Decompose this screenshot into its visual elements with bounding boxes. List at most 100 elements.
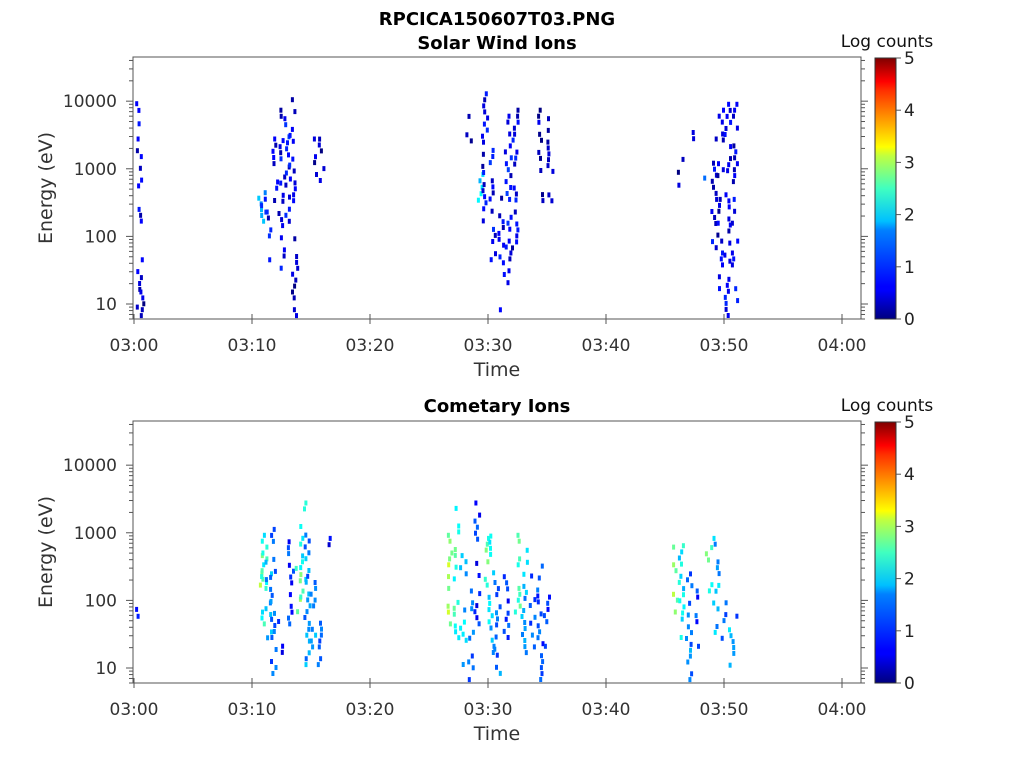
heatmap-cell [309,638,313,644]
heatmap-cell [498,307,502,313]
heatmap-cells [135,500,739,683]
heatmap-cell [522,583,526,589]
heatmap-cell [471,665,475,671]
heatmap-cell [459,565,463,571]
heatmap-cell [305,609,309,615]
heatmap-cell [732,143,736,149]
colorbar-tick-label: 1 [904,258,915,278]
figure-title: RPCICA150607T03.PNG [379,9,615,30]
heatmap-cell [507,113,511,119]
heatmap-cell [511,245,514,251]
heatmap-cell [497,236,501,242]
heatmap-cell [512,185,516,191]
heatmap-cell [486,115,490,121]
heatmap-cell [677,182,681,188]
heatmap-cell [546,600,550,606]
heatmap-cell [464,637,468,643]
heatmap-cell [270,635,274,640]
heatmap-cell [515,221,519,227]
heatmap-cell [728,662,732,668]
colorbar-tick-label: 2 [904,570,915,590]
heatmap-cell [547,151,551,157]
heatmap-cell [287,615,290,621]
heatmap-cell [727,162,731,168]
heatmap-cell [710,178,714,184]
heatmap-cell [475,524,479,530]
heatmap-cell [265,556,269,562]
heatmap-cell [474,530,477,536]
heatmap-cell [278,144,282,150]
heatmap-cell [724,192,728,198]
heatmap-cell [294,277,298,283]
heatmap-cell [284,212,288,218]
heatmap-cell [314,632,318,638]
heatmap-cell [447,574,450,580]
heatmap-cell [713,541,717,547]
heatmap-cell [679,635,683,640]
heatmap-cell [478,178,482,184]
heatmap-cell [492,226,495,232]
heatmap-cell [516,532,520,538]
heatmap-cell [138,281,142,286]
heatmap-cell [457,523,461,529]
heatmap-cell [686,659,690,665]
heatmap-cell [265,580,269,585]
heatmap-cell [495,664,498,670]
heatmap-cell [506,610,510,616]
heatmap-cell [717,113,721,119]
heatmap-cell [277,211,281,216]
colorbar-gradient [874,421,897,684]
heatmap-cell [271,538,275,544]
heatmap-cell [475,560,479,566]
heatmap-cell [266,215,270,221]
heatmap-cell [261,550,265,556]
heatmap-cell [282,253,286,259]
heatmap-cell [311,644,315,650]
heatmap-cell [327,542,331,548]
heatmap-cell [680,549,684,555]
heatmap-cell [481,188,485,194]
heatmap-cell [716,559,720,565]
heatmap-cell [503,149,507,155]
heatmap-cell [299,541,303,547]
heatmap-cell [448,556,452,562]
heatmap-cell [491,650,495,655]
heatmap-cell [504,161,508,167]
heatmap-cell [299,594,303,600]
heatmap-cell [470,606,474,612]
heatmap-cell [732,113,735,119]
heatmap-cell [725,282,729,288]
heatmap-cell [721,250,724,256]
heatmap-cell [471,629,475,635]
heatmap-cell [505,191,509,196]
heatmap-cell [507,238,511,244]
x-tick-label: 03:00 [110,336,159,356]
heatmap-cell [284,122,288,128]
heatmap-cell [304,576,308,582]
heatmap-cell [260,570,264,576]
heatmap-cell [721,131,725,137]
heatmap-cell [453,623,457,629]
heatmap-cell [286,545,290,551]
heatmap-cell [692,136,696,142]
heatmap-cell [673,609,677,615]
heatmap-cell [525,547,529,553]
heatmap-cell [498,604,502,610]
heatmap-cell [690,630,693,636]
heatmap-cell [281,198,285,204]
heatmap-cell [312,136,316,142]
heatmap-cell [262,562,266,568]
colorbar-ticks: 0 1 2 3 4 5 [896,413,915,694]
heatmap-cell [262,532,266,538]
heatmap-cell [528,603,532,608]
heatmap-cell [139,313,143,319]
heatmap-cell [729,119,733,125]
heatmap-cell [712,160,715,166]
heatmap-cell [290,609,294,615]
heatmap-cell [136,613,140,619]
heatmap-cell [317,142,321,148]
heatmap-cell [293,186,297,192]
heatmap-cell [284,182,288,188]
heatmap-cell [734,286,738,292]
heatmap-cell [681,610,685,616]
